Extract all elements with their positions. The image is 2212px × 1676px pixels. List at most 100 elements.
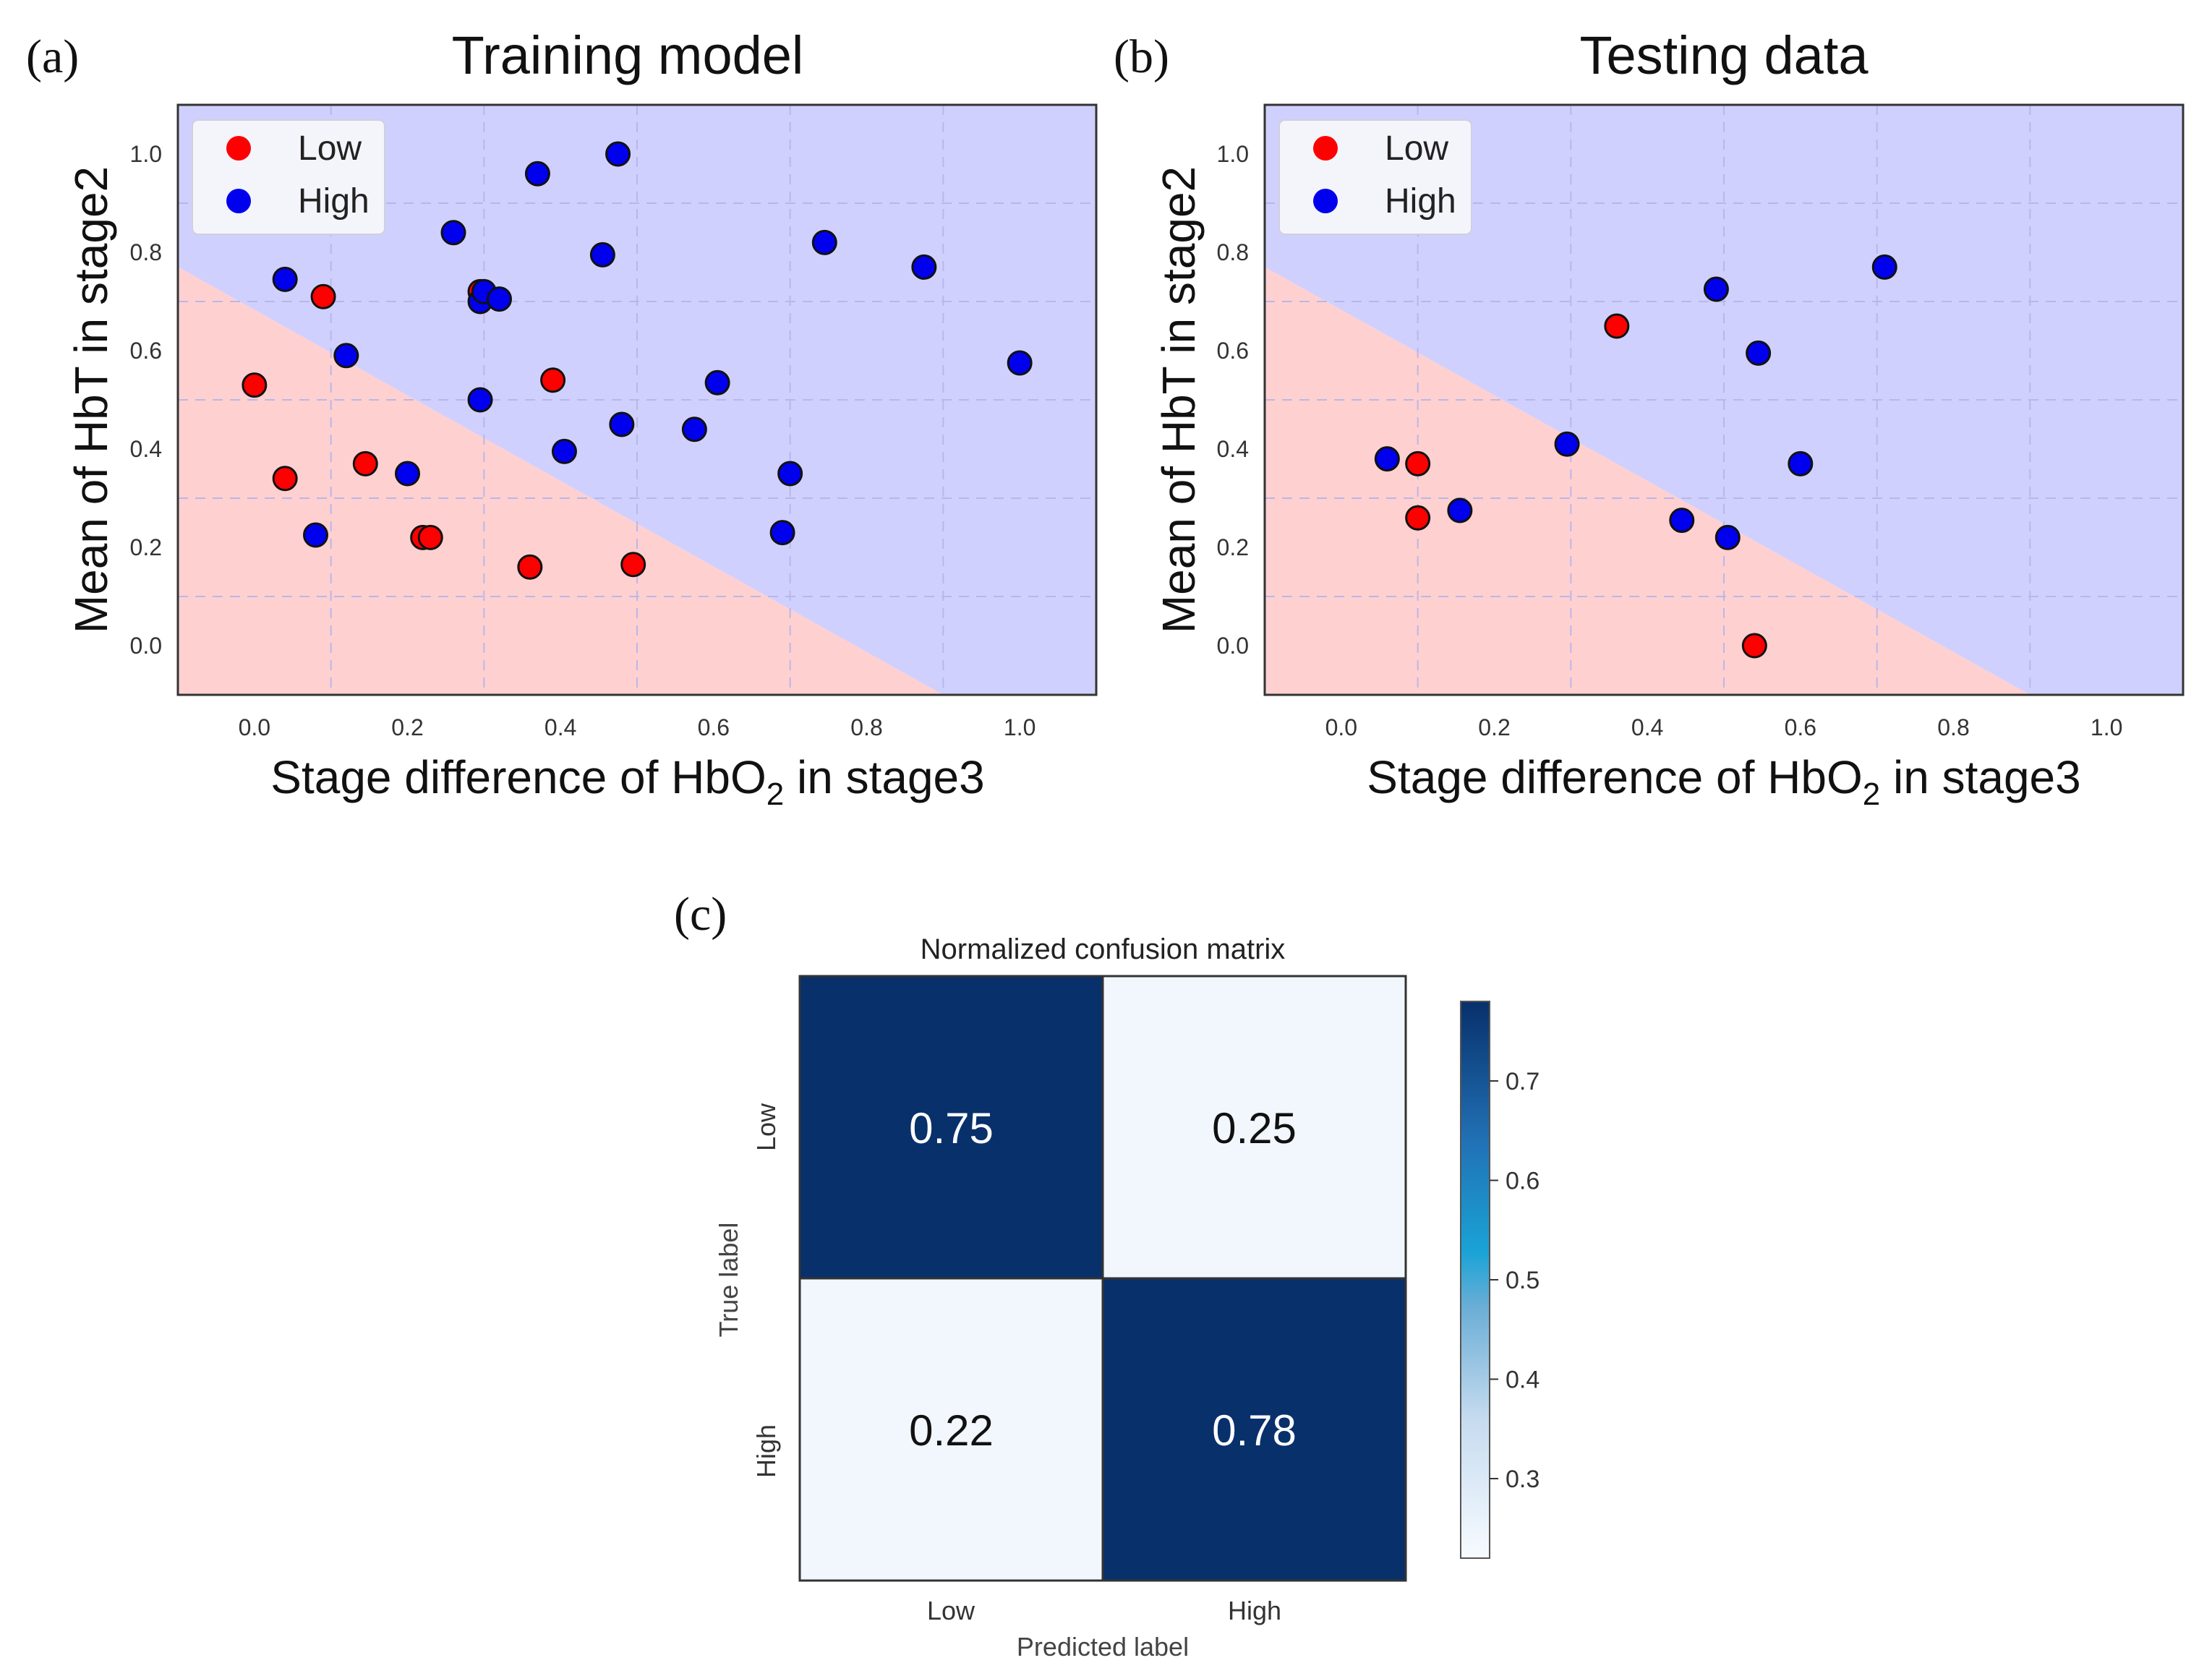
- panel-a-x-tick-label: 0.4: [545, 714, 576, 740]
- panel-b-point-low: [1604, 313, 1630, 339]
- panel-c-label: (c): [674, 888, 727, 941]
- confusion-matrix-title: Normalized confusion matrix: [921, 933, 1286, 965]
- panel-b-y-tick-label: 0.0: [1217, 633, 1249, 659]
- panel-a-point-low: [272, 466, 298, 492]
- confusion-matrix-frame: [798, 975, 1407, 1582]
- panel-b-x-tick-label: 0.4: [1631, 714, 1663, 740]
- panel-a-legend-high-label: High: [298, 182, 370, 221]
- panel-a-low-region: [178, 267, 944, 695]
- panel-b-y-ticks: 0.0 0.2 0.4 0.6 0.8 1.0: [1217, 141, 1249, 659]
- panel-a-legend-low-label: Low: [298, 129, 362, 168]
- panel-a-x-tick-label: 1.0: [1004, 714, 1035, 740]
- panel-a-point-high: [303, 522, 328, 548]
- panel-b-y-tick-label: 0.2: [1217, 534, 1249, 560]
- confusion-matrix-cells: 0.75 0.25 0.22 0.78: [800, 976, 1406, 1581]
- panel-a-label: (a): [26, 30, 79, 83]
- panel-b-point-high: [1703, 276, 1729, 302]
- panel-a-y-tick-label: 0.0: [130, 633, 162, 659]
- panel-a-point-high: [589, 241, 615, 268]
- panel-a-x-ticks: 0.0 0.2 0.4 0.6 0.8 1.0: [239, 714, 1036, 740]
- panel-b-x-tick-label: 1.0: [2091, 714, 2122, 740]
- panel-a-point-high: [524, 161, 550, 187]
- panel-a-point-high: [272, 266, 298, 292]
- panel-a-y-tick-label: 0.2: [130, 534, 162, 560]
- confusion-matrix-cell-value: 0.75: [909, 1104, 994, 1153]
- panel-b-point-low: [1741, 633, 1767, 659]
- predicted-label-axis: Predicted label: [1017, 1632, 1189, 1662]
- panel-b-point-low: [1405, 505, 1431, 531]
- panel-a-point-high: [440, 220, 466, 246]
- panel-b-legend-low-marker: [1313, 136, 1338, 161]
- panel-b-point-high: [1447, 497, 1473, 523]
- panel-b-label: (b): [1114, 30, 1169, 83]
- confusion-matrix-cell-value: 0.78: [1212, 1406, 1297, 1455]
- panel-b-y-tick-label: 0.8: [1217, 239, 1249, 265]
- true-label-axis: True label: [714, 1223, 743, 1338]
- panel-a-legend-high-marker: [226, 189, 251, 213]
- panel-a-x-tick-label: 0.6: [698, 714, 730, 740]
- panel-b-low-region: [1265, 267, 2030, 695]
- panel-a-x-tick-label: 0.8: [850, 714, 882, 740]
- colorbar-tick-label: 0.4: [1506, 1367, 1540, 1394]
- panel-b-point-high: [1374, 446, 1400, 472]
- panel-b-x-tick-label: 0.8: [1937, 714, 1969, 740]
- panel-a-point-low: [540, 367, 566, 393]
- panel-a-x-tick-label: 0.0: [239, 714, 270, 740]
- panel-a-y-tick-label: 1.0: [130, 141, 162, 167]
- panel-a-point-high: [609, 411, 635, 437]
- y-category-low: Low: [751, 1103, 781, 1151]
- panel-a-point-low: [310, 283, 336, 309]
- colorbar-ticks: 0.3 0.4 0.5 0.6 0.7: [1490, 1068, 1540, 1493]
- panel-b-point-high: [1714, 524, 1741, 550]
- panel-a-point-low: [242, 372, 268, 398]
- panel-b-legend: Low High: [1278, 119, 1472, 235]
- testing-scatter-panel: (b) Testing data 0.0 0.2 0.4 0.6 0.8 1.0 0.00…: [1114, 25, 2185, 812]
- panel-a-point-high: [777, 461, 803, 487]
- panel-a-point-low: [517, 554, 543, 580]
- panel-a-point-high: [487, 286, 512, 312]
- panel-b-y-tick-label: 0.4: [1217, 436, 1249, 462]
- panel-b-legend-low-label: Low: [1385, 129, 1448, 168]
- confusion-matrix-cell: [800, 1278, 1103, 1581]
- panel-a-point-low: [620, 552, 646, 578]
- panel-b-point-high: [1788, 450, 1814, 476]
- panel-a-legend-low-marker: [226, 136, 251, 161]
- panel-b-point-high: [1669, 508, 1695, 534]
- panel-b-legend-high-marker: [1313, 189, 1338, 213]
- panel-b-plot-area: 0.0 0.2 0.4 0.6 0.8 1.0 0.0 0.2 0.4 0.6 0.8 1.0 Lo…: [1217, 103, 2185, 740]
- panel-a-title: Training model: [452, 25, 804, 85]
- panel-b-legend-high-label: High: [1385, 182, 1456, 221]
- panel-a-point-high: [551, 438, 577, 464]
- colorbar-tick-label: 0.6: [1506, 1168, 1540, 1195]
- panel-b-point-high: [1871, 254, 1897, 280]
- confusion-matrix-cell: [800, 976, 1103, 1278]
- colorbar-gradient: [1460, 1001, 1490, 1559]
- y-category-high: High: [751, 1424, 781, 1478]
- panel-b-points: [1374, 254, 1897, 659]
- panel-a-point-high: [911, 254, 937, 280]
- panel-b-axes-frame: [1263, 103, 2185, 696]
- panel-b-y-tick-label: 1.0: [1217, 141, 1249, 167]
- confusion-matrix-panel: (c) Normalized confusion matrix 0.75 0.25…: [674, 888, 1540, 1662]
- panel-a-y-tick-label: 0.6: [130, 338, 162, 364]
- panel-a-point-high: [681, 416, 707, 442]
- panel-a-point-high: [704, 369, 730, 396]
- confusion-matrix-cell-value: 0.22: [909, 1406, 994, 1455]
- panel-b-title: Testing data: [1579, 25, 1869, 85]
- panel-a-y-axis-label: Mean of HbT in stage2: [65, 166, 117, 633]
- confusion-matrix-cell: [1103, 1278, 1406, 1581]
- panel-a-x-tick-label: 0.2: [391, 714, 423, 740]
- panel-b-x-ticks: 0.0 0.2 0.4 0.6 0.8 1.0: [1325, 714, 2123, 740]
- panel-b-x-tick-label: 0.6: [1785, 714, 1816, 740]
- colorbar: 0.3 0.4 0.5 0.6 0.7: [1460, 1001, 1540, 1559]
- panel-a-point-high: [467, 387, 493, 413]
- panel-a-axes-frame: [176, 103, 1098, 696]
- panel-a-point-high: [811, 229, 837, 255]
- panel-a-point-high: [333, 343, 359, 369]
- panel-b-x-tick-label: 0.2: [1478, 714, 1510, 740]
- panel-a-y-tick-label: 0.8: [130, 239, 162, 265]
- panel-a-y-ticks: 0.0 0.2 0.4 0.6 0.8 1.0: [130, 141, 162, 659]
- panel-b-x-axis-label: Stage difference of HbO2 in stage3: [1367, 751, 2080, 812]
- panel-b-x-tick-label: 0.0: [1325, 714, 1357, 740]
